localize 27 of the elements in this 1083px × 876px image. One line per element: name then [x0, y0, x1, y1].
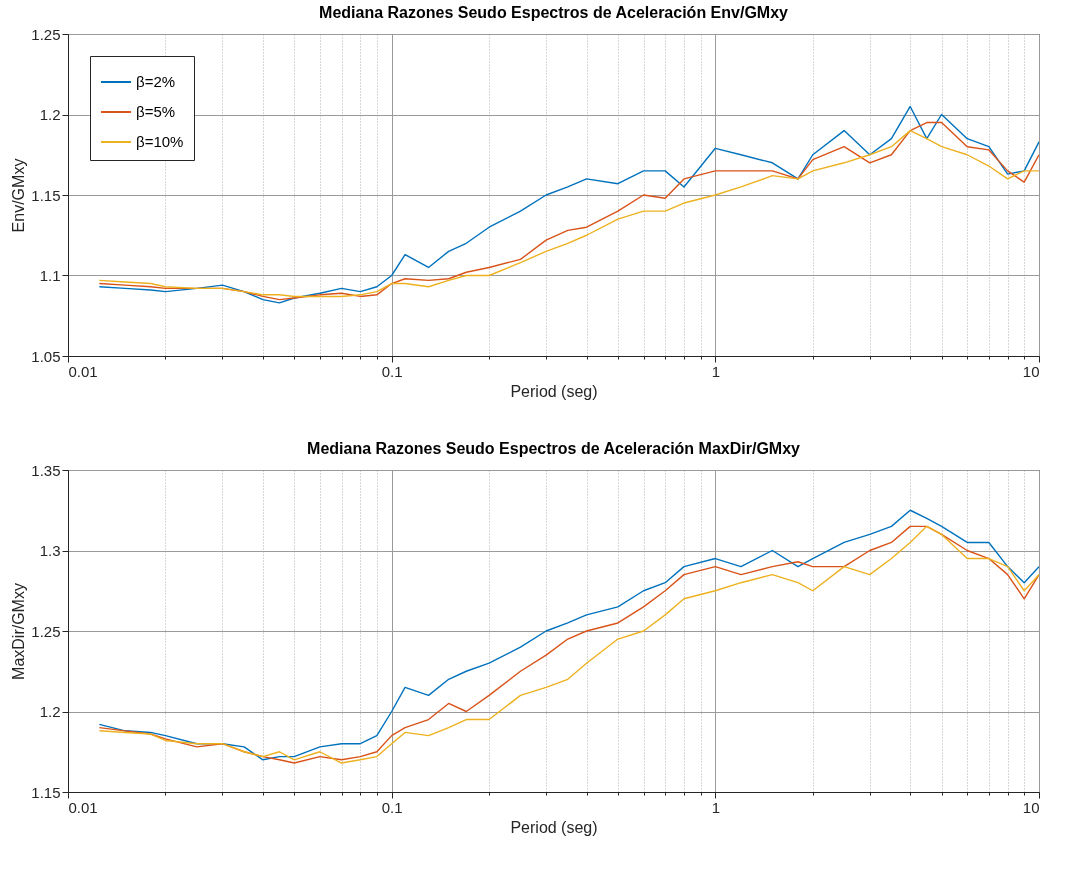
chart-title: Mediana Razones Seudo Espectros de Aceleración MaxDir/GMxy — [307, 440, 801, 457]
x-axis-title: Period (seg) — [510, 818, 598, 836]
x-tick-label: 0.01 — [68, 362, 98, 380]
y-tick-label: 1.15 — [31, 186, 61, 204]
legend-label: β=5% — [136, 103, 176, 120]
y-tick-label: 1.15 — [31, 783, 61, 801]
x-axis-title: Period (seg) — [510, 382, 598, 400]
y-tick-label: 1.2 — [39, 703, 61, 720]
y-tick-label: 1.35 — [31, 461, 61, 479]
x-tick-label: 1 — [711, 362, 721, 380]
y-tick-label: 1.3 — [39, 542, 61, 559]
y-tick-label: 1.05 — [31, 347, 61, 365]
y-tick-label: 1.25 — [31, 25, 61, 43]
chart-title: Mediana Razones Seudo Espectros de Aceleración Env/GMxy — [319, 4, 789, 21]
y-tick-label: 1.25 — [31, 622, 61, 640]
x-tick-label: 1 — [711, 798, 721, 816]
x-tick-label: 10 — [1022, 362, 1040, 380]
y-axis-title: MaxDir/GMxy — [10, 583, 28, 680]
y-tick-label: 1.2 — [39, 106, 61, 123]
y-axis-title: Env/GMxy — [10, 158, 28, 233]
legend-label: β=2% — [136, 73, 176, 90]
x-tick-label: 0.1 — [381, 798, 403, 816]
y-tick-label: 1.1 — [39, 267, 61, 284]
legend-label: β=10% — [136, 133, 184, 150]
x-tick-label: 0.01 — [68, 798, 98, 816]
x-tick-label: 0.1 — [381, 362, 403, 380]
x-tick-label: 10 — [1022, 798, 1040, 816]
